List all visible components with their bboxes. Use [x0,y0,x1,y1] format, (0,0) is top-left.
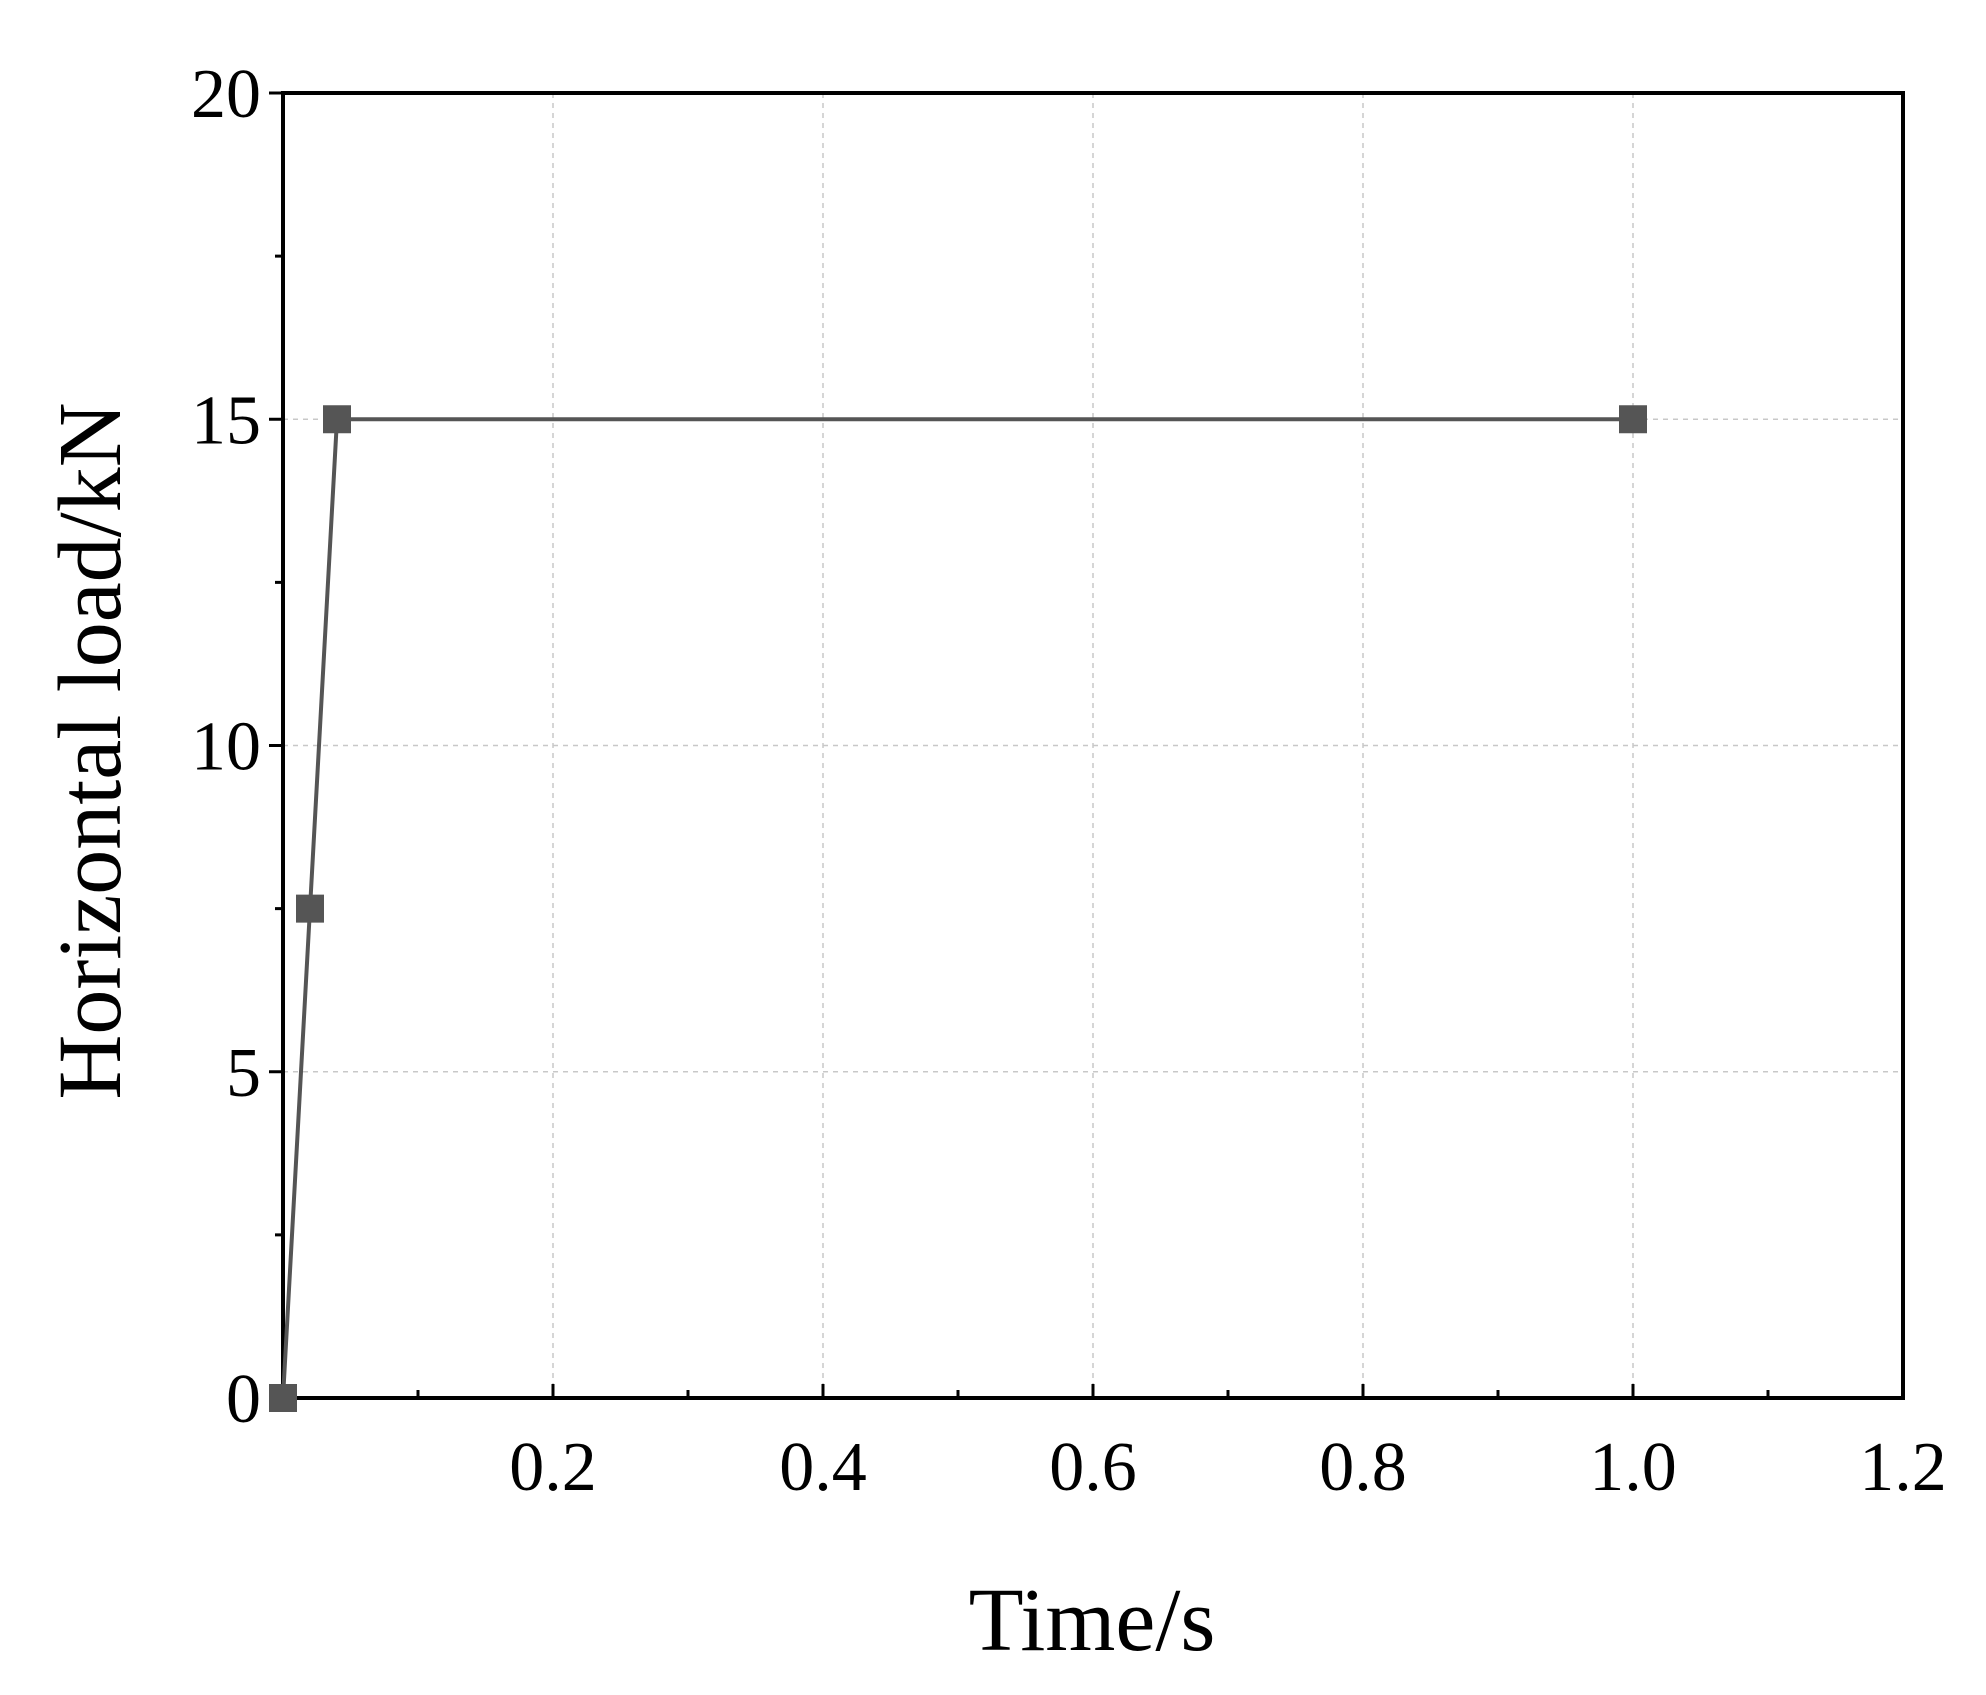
marker [323,405,351,434]
x-axis-label: Time/s [969,1571,1216,1670]
y-tick-label: 5 [226,1035,261,1112]
y-tick-label: 15 [191,382,261,459]
x-tick-label: 1.0 [1589,1429,1677,1506]
y-tick-label: 20 [191,56,261,133]
y-tick-label: 0 [226,1361,261,1438]
x-tick-label: 0.6 [1049,1429,1137,1506]
x-tick-label: 0.4 [779,1429,867,1506]
marker [269,1384,297,1412]
y-axis-label: Horizontal load/kN [41,402,140,1099]
x-tick-label: 1.2 [1859,1429,1947,1506]
line [281,417,1633,1399]
y-tick-label: 10 [191,709,261,786]
marker [1619,405,1647,434]
marker [296,894,324,923]
x-tick-label: 0.8 [1319,1429,1407,1506]
plot-frame [281,91,1905,1400]
x-tick-label: 0.2 [509,1429,597,1506]
